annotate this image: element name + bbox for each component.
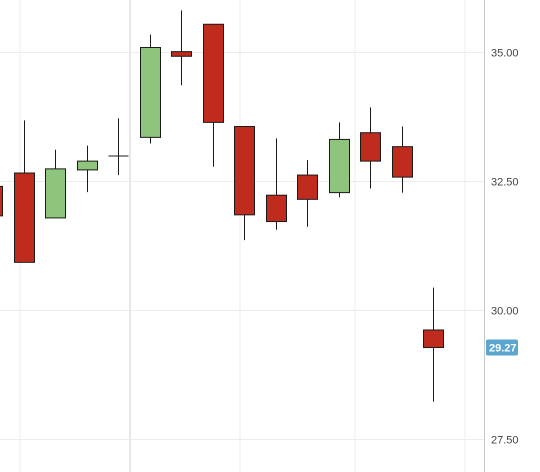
candle	[14, 120, 35, 263]
candle-body	[0, 185, 3, 217]
candles	[0, 10, 444, 402]
candle-body	[297, 174, 318, 200]
candle	[297, 160, 318, 227]
candle	[45, 149, 66, 219]
last-price-label: 29.27	[489, 343, 517, 355]
candle-body	[392, 146, 413, 178]
candle-body	[329, 138, 350, 194]
price-tick-label: 35.00	[491, 48, 519, 60]
candle-body	[140, 47, 161, 138]
candle	[392, 126, 413, 193]
candle-body	[171, 51, 192, 57]
candle	[0, 185, 3, 217]
price-tick-label: 27.50	[491, 435, 519, 447]
candle	[360, 107, 381, 189]
price-axis: 27.50 30.00 32.50 35.00	[484, 0, 519, 472]
price-tick-label: 30.00	[491, 306, 519, 318]
candle-body	[77, 160, 98, 171]
candle	[108, 118, 129, 176]
candle	[266, 138, 287, 230]
candle	[203, 23, 224, 167]
candle	[234, 126, 255, 241]
candle	[171, 10, 192, 86]
candle-body	[45, 168, 66, 219]
candle-body	[423, 329, 444, 349]
candle-body	[360, 132, 381, 162]
candle	[329, 122, 350, 198]
price-tick-label: 32.50	[491, 177, 519, 189]
candle-body	[266, 194, 287, 223]
grid-lines	[0, 0, 484, 472]
last-price-marker: 29.27	[486, 339, 518, 356]
candle-body	[14, 172, 35, 263]
candle-body	[203, 23, 224, 123]
last-price-badge	[486, 339, 518, 356]
candle	[77, 145, 98, 193]
candle-body	[234, 126, 255, 216]
candle	[423, 287, 444, 402]
candle	[140, 34, 161, 144]
